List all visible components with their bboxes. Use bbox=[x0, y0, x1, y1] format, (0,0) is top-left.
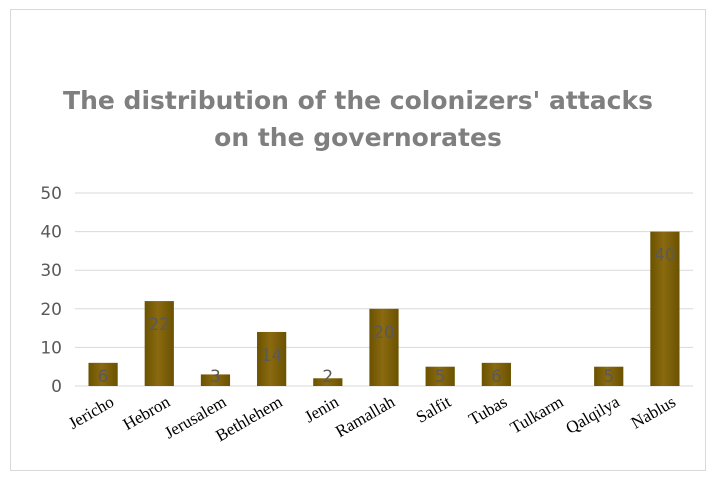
data-label: 2 bbox=[322, 367, 333, 387]
y-tick-label: 0 bbox=[51, 377, 62, 397]
bar bbox=[425, 366, 455, 386]
x-tick-label: Qalqilya bbox=[563, 392, 624, 438]
data-labels: 6 22 3 14 2 20 5 6 5 40 bbox=[98, 246, 676, 387]
data-label: 5 bbox=[603, 367, 614, 387]
y-tick-label: 50 bbox=[40, 184, 62, 204]
data-label: 6 bbox=[491, 367, 502, 387]
bar bbox=[369, 308, 399, 386]
data-label: 20 bbox=[373, 323, 395, 343]
y-tick-label: 20 bbox=[40, 300, 62, 320]
x-tick-label: Tulkarm bbox=[507, 392, 567, 437]
y-axis-ticks: 0 10 20 30 40 50 bbox=[40, 184, 62, 397]
chart-title: The distribution of the colonizers' atta… bbox=[10, 82, 706, 156]
x-tick-label: Nablus bbox=[628, 392, 679, 433]
bar bbox=[88, 362, 118, 386]
chart-frame bbox=[10, 9, 706, 471]
x-tick-label: Ramallah bbox=[332, 392, 398, 441]
data-label: 22 bbox=[148, 315, 170, 335]
bar bbox=[257, 331, 287, 386]
x-tick-label: Jericho bbox=[65, 392, 117, 433]
chart-title-line-2: on the governorates bbox=[214, 123, 502, 152]
data-label: 3 bbox=[210, 367, 221, 387]
bar bbox=[650, 231, 680, 386]
bar bbox=[200, 374, 231, 386]
bar bbox=[313, 378, 343, 386]
y-tick-label: 30 bbox=[40, 261, 62, 281]
data-label: 14 bbox=[261, 346, 283, 366]
chart-title-line-1: The distribution of the colonizers' atta… bbox=[63, 86, 653, 115]
bar bbox=[481, 362, 511, 386]
y-tick-label: 40 bbox=[40, 223, 62, 243]
data-label: 5 bbox=[435, 367, 446, 387]
bars bbox=[88, 231, 680, 386]
x-tick-label: Salfit bbox=[413, 392, 455, 427]
bar bbox=[594, 366, 624, 386]
data-label: 40 bbox=[654, 246, 676, 266]
data-label: 6 bbox=[98, 367, 109, 387]
y-tick-label: 10 bbox=[40, 338, 62, 358]
x-tick-label: Tubas bbox=[465, 392, 510, 429]
bar bbox=[144, 301, 174, 386]
